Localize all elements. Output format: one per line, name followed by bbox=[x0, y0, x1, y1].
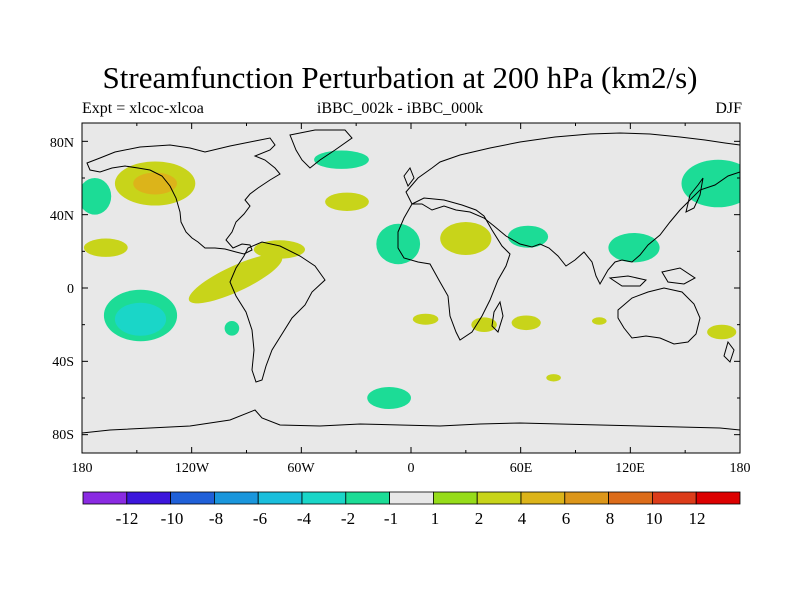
experiment-label: Expt = xlcoc-xlcoa bbox=[82, 100, 204, 117]
anomaly-region bbox=[681, 159, 740, 208]
colorbar bbox=[82, 491, 741, 505]
anomaly-region bbox=[507, 225, 549, 248]
colorbar-swatch bbox=[608, 491, 653, 505]
lat-label-80s: 80S bbox=[52, 428, 74, 443]
anomaly-region bbox=[440, 222, 492, 255]
lon-label-180w: 180 bbox=[72, 461, 93, 476]
colorbar-swatch bbox=[520, 491, 566, 505]
experiment-difference-label: iBBC_002k - iBBC_000k bbox=[316, 100, 484, 117]
colorbar-swatch bbox=[257, 491, 303, 505]
colorbar-label: -1 bbox=[384, 509, 398, 528]
anomaly-region bbox=[224, 321, 240, 336]
colorbar-swatch bbox=[213, 491, 259, 505]
colorbar-label: -6 bbox=[253, 509, 267, 528]
anomaly-region bbox=[114, 302, 167, 336]
colorbar-swatch bbox=[345, 491, 390, 505]
anomaly-region bbox=[325, 192, 369, 211]
colorbar-swatch bbox=[476, 491, 522, 505]
anomaly-region bbox=[314, 150, 369, 169]
lon-label-60w: 60W bbox=[287, 461, 315, 476]
anomaly-region bbox=[546, 374, 561, 382]
lon-label-180e: 180 bbox=[730, 461, 751, 476]
anomaly-region bbox=[608, 233, 660, 263]
plot-title: Streamfunction Perturbation at 200 hPa (… bbox=[102, 60, 698, 95]
colorbar-label: -12 bbox=[116, 509, 139, 528]
anomaly-region bbox=[592, 317, 607, 325]
colorbar-swatch bbox=[564, 491, 609, 505]
lat-label-40n: 40N bbox=[50, 209, 74, 224]
colorbar-swatch bbox=[695, 491, 741, 505]
coastlines bbox=[82, 129, 740, 434]
anomaly-region bbox=[471, 317, 497, 333]
colorbar-label: -4 bbox=[297, 509, 312, 528]
season-label: DJF bbox=[715, 100, 742, 117]
anomaly-region bbox=[83, 238, 128, 257]
colorbar-labels: -12 -10 -8 -6 -4 -2 -1 1 2 4 6 8 10 12 bbox=[116, 509, 706, 528]
colorbar-label: 2 bbox=[475, 509, 484, 528]
colorbar-swatch bbox=[301, 491, 347, 505]
lat-label-40s: 40S bbox=[52, 355, 74, 370]
lon-label-60e: 60E bbox=[510, 461, 533, 476]
colorbar-label: 4 bbox=[518, 509, 527, 528]
anomaly-region bbox=[367, 387, 411, 409]
anomaly-region bbox=[82, 178, 112, 215]
anomaly-region bbox=[133, 172, 178, 195]
axis-ticks bbox=[81, 123, 741, 453]
colorbar-label: -2 bbox=[341, 509, 355, 528]
colorbar-swatch bbox=[82, 491, 128, 505]
colorbar-swatch bbox=[389, 491, 434, 505]
lat-label-eq: 0 bbox=[67, 282, 74, 297]
colorbar-label: 1 bbox=[431, 509, 440, 528]
colorbar-label: 10 bbox=[646, 509, 663, 528]
lon-label-120w: 120W bbox=[175, 461, 210, 476]
anomaly-region bbox=[253, 240, 305, 259]
colorbar-swatch bbox=[170, 491, 215, 505]
colorbar-label: -8 bbox=[209, 509, 223, 528]
anomaly-region bbox=[188, 254, 283, 304]
lat-label-80n: 80N bbox=[50, 136, 74, 151]
colorbar-label: -10 bbox=[161, 509, 184, 528]
colorbar-swatch bbox=[432, 491, 478, 505]
lon-label-0: 0 bbox=[408, 461, 415, 476]
colorbar-label: 12 bbox=[689, 509, 706, 528]
colorbar-label: 6 bbox=[562, 509, 571, 528]
colorbar-label: 8 bbox=[606, 509, 615, 528]
anomaly-region bbox=[707, 324, 737, 340]
anomaly-region bbox=[511, 315, 541, 331]
colorbar-swatch bbox=[126, 491, 172, 505]
lon-label-120e: 120E bbox=[615, 461, 645, 476]
anomaly-region bbox=[412, 313, 439, 325]
colorbar-swatch bbox=[652, 491, 697, 505]
